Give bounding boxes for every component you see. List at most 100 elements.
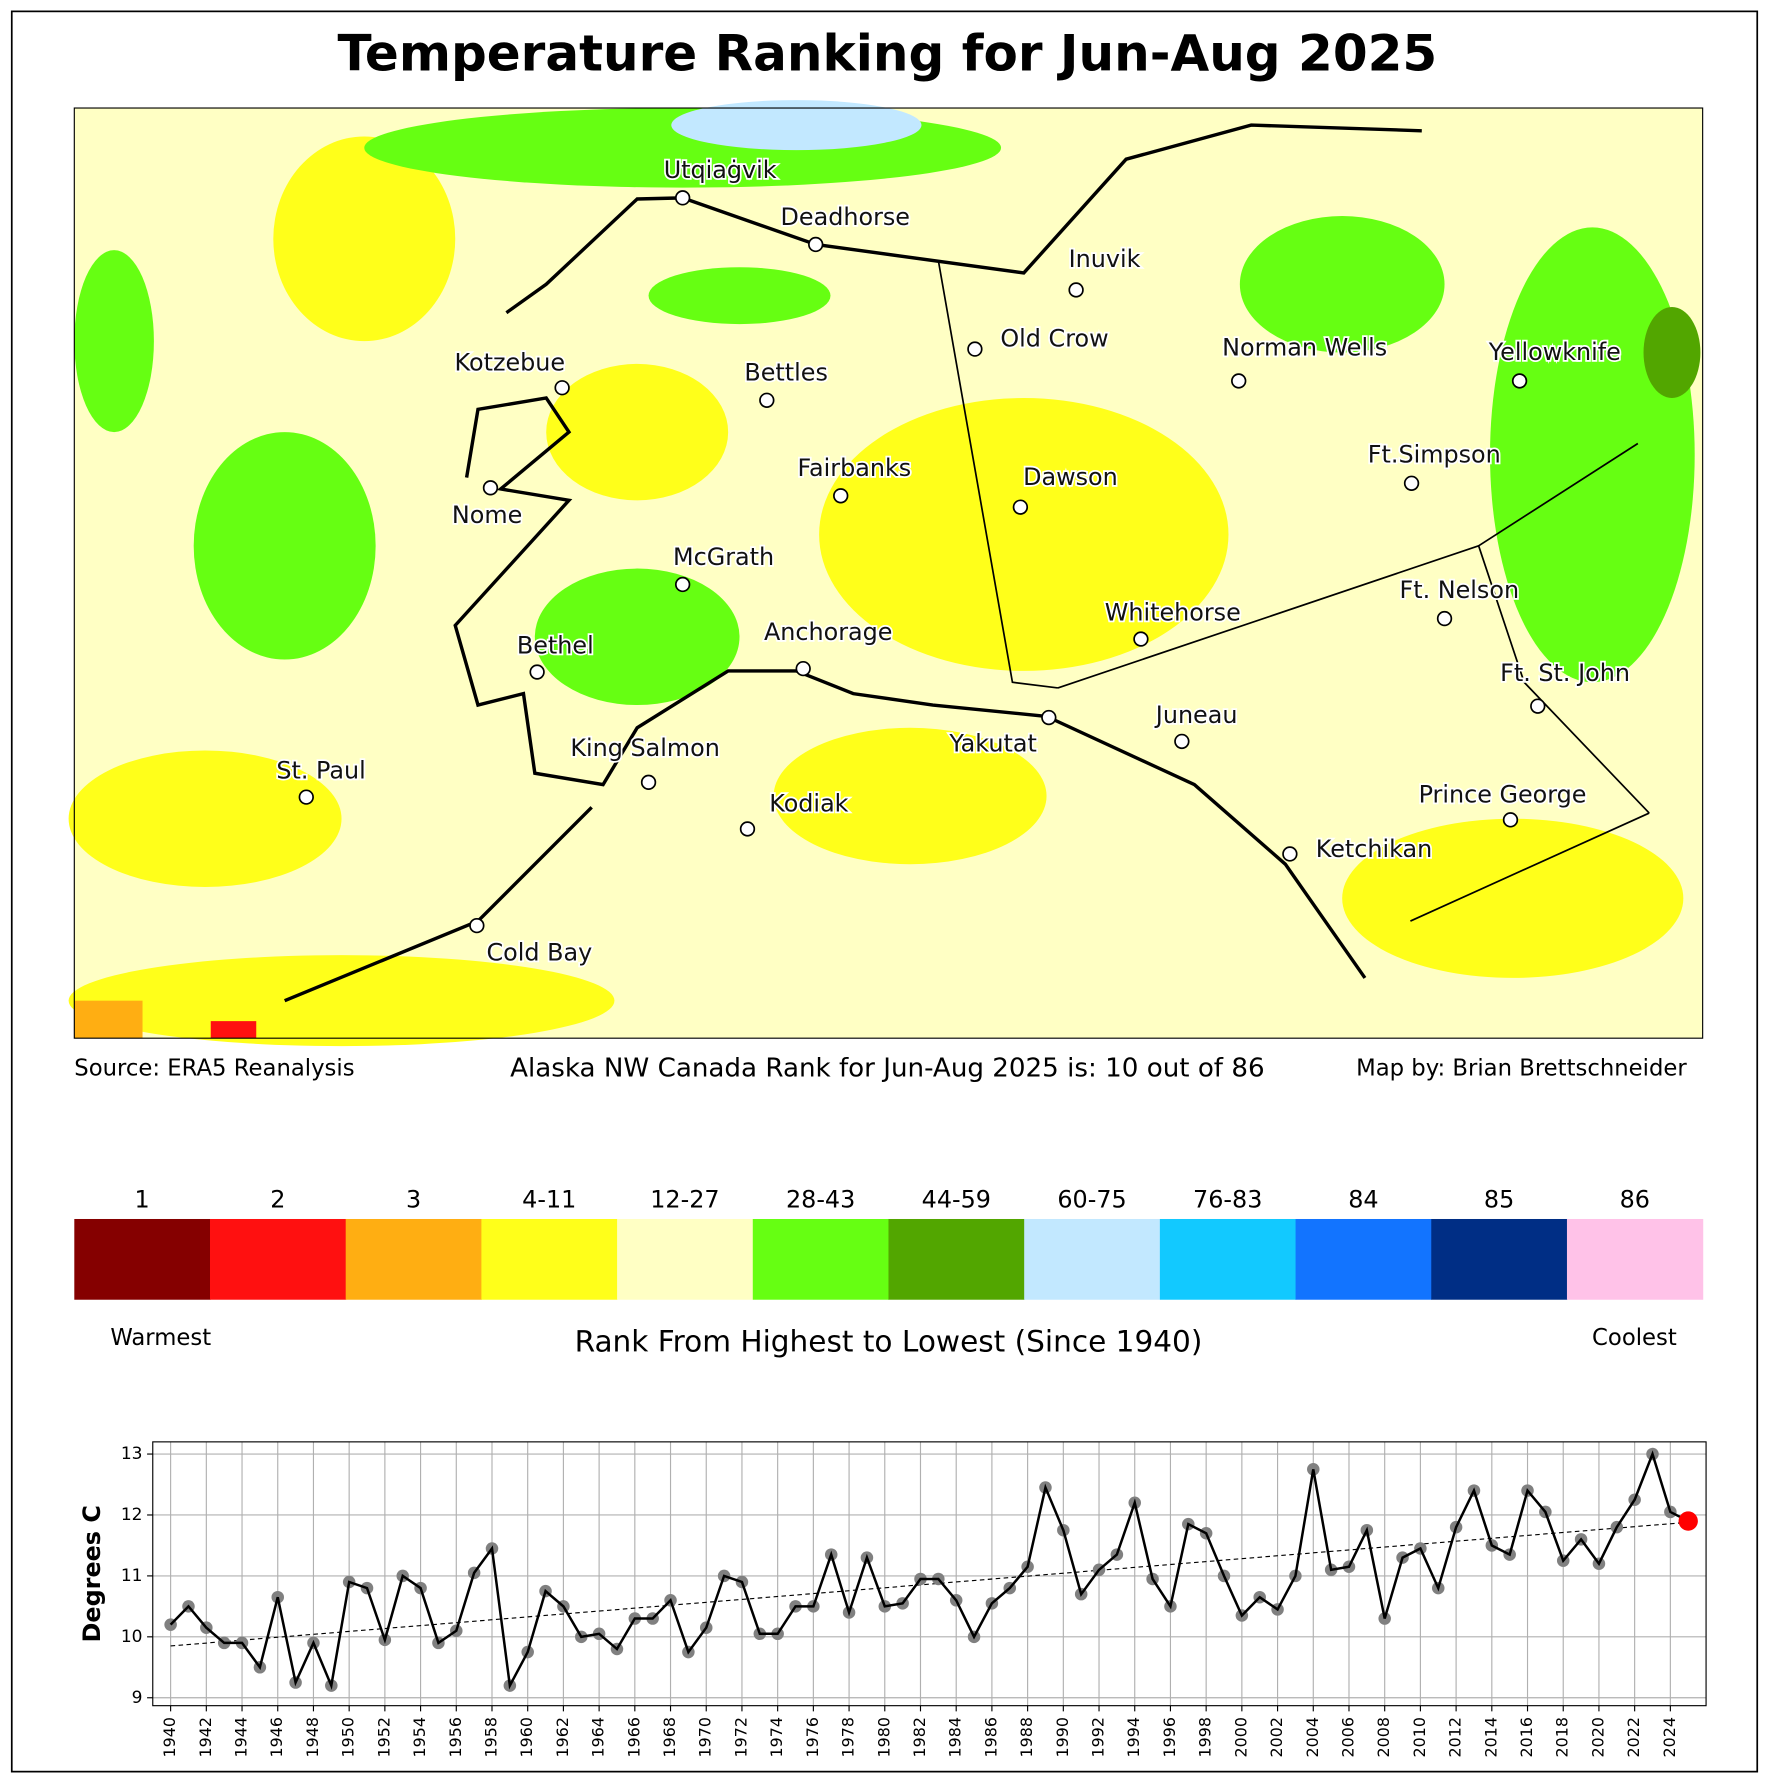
x-tick-label: 1942: [196, 1717, 215, 1757]
city-dot: [640, 774, 657, 791]
temperature-line: [169, 1450, 1689, 1691]
city-dot: [967, 341, 983, 357]
city-dot: [554, 380, 570, 396]
city-label: Dawson: [1023, 463, 1118, 491]
legend-swatch: [481, 1218, 618, 1300]
x-tick-label: 1982: [910, 1717, 929, 1757]
y-axis-label: Degrees C: [78, 1505, 106, 1642]
x-tick-label: 1940: [160, 1717, 179, 1757]
city-label: Juneau: [1154, 701, 1238, 729]
x-tick-label: 1984: [946, 1717, 965, 1757]
city-dot: [833, 488, 849, 504]
city-label: Ft. Nelson: [1400, 576, 1520, 604]
x-tick-label: 1986: [981, 1717, 1000, 1757]
x-tick-label: 1960: [517, 1717, 536, 1757]
author: Map by: Brian Brettschneider: [1356, 1055, 1687, 1081]
city-dot: [759, 392, 775, 408]
x-tick-label: 1962: [553, 1717, 572, 1757]
city-dot: [1068, 282, 1084, 298]
x-tick-label: 1954: [410, 1717, 429, 1757]
y-tick-label: 12: [121, 1505, 143, 1525]
city-dot: [1133, 631, 1149, 647]
highlight-point: [1678, 1511, 1698, 1531]
x-tick-label: 1974: [767, 1717, 786, 1757]
city-dot: [1403, 475, 1420, 491]
city-label: Prince George: [1419, 780, 1587, 808]
y-tick-label: 11: [121, 1566, 143, 1586]
city-dot: [1282, 846, 1298, 862]
city-dot: [1511, 373, 1528, 389]
legend-label: 1: [135, 1185, 150, 1213]
x-tick-label: 1996: [1160, 1717, 1179, 1757]
city-dot: [1231, 373, 1247, 389]
x-tick-label: 1980: [874, 1717, 893, 1757]
city-label: Bethel: [517, 632, 594, 660]
rank-text: Alaska NW Canada Rank for Jun-Aug 2025 i…: [510, 1053, 1265, 1083]
city-label: Utqiaġvik: [664, 156, 777, 184]
legend-swatch: [617, 1218, 754, 1300]
legend-swatch: [74, 1218, 211, 1300]
city-dot: [674, 576, 691, 593]
city-dot: [808, 236, 824, 253]
y-tick-label: 13: [121, 1444, 143, 1464]
city-label: Anchorage: [764, 618, 893, 646]
city-dot: [795, 660, 811, 677]
x-tick-label: 1994: [1124, 1717, 1143, 1757]
x-tick-label: 2022: [1624, 1717, 1643, 1757]
city-dot: [482, 480, 499, 496]
x-tick-label: 1946: [267, 1717, 286, 1757]
ice: [671, 100, 922, 151]
city-dot: [1012, 499, 1029, 515]
city-dot: [674, 190, 691, 206]
legend: 1 2 3 4-11 12-27 28-43 44-59 60-75 76-83 84 85 86: [74, 1185, 1704, 1300]
legend-swatch: [209, 1218, 347, 1300]
x-tick-label: 2004: [1303, 1717, 1322, 1757]
legend-label: 28-43: [786, 1185, 855, 1213]
city-label: Kotzebue: [455, 348, 566, 376]
x-tick-label: 1944: [232, 1717, 251, 1757]
legend-caption: Rank From Highest to Lowest (Since 1940): [575, 1324, 1203, 1358]
city-label: Whitehorse: [1105, 599, 1241, 627]
x-tick-label: 1990: [1053, 1717, 1072, 1757]
city-dot: [469, 917, 485, 934]
city-dot: [1174, 733, 1190, 750]
city-label: King Salmon: [570, 734, 719, 762]
legend-swatch: [1024, 1218, 1161, 1300]
city-dot: [1530, 698, 1546, 714]
y-tick-label: 9: [132, 1688, 143, 1708]
cool-areas: [74, 108, 1695, 706]
city-label: Yellowknife: [1488, 338, 1621, 366]
hot-area: [74, 1000, 143, 1039]
borders: [937, 261, 1650, 922]
x-tick-label: 1950: [339, 1717, 358, 1757]
x-tick-label: 1998: [1196, 1717, 1215, 1757]
legend-label: 85: [1484, 1185, 1514, 1213]
legend-label: 86: [1620, 1185, 1650, 1213]
x-tick-label: 1988: [1017, 1717, 1036, 1757]
x-tick-label: 1970: [696, 1717, 715, 1757]
city-label: Old Crow: [1000, 324, 1108, 352]
x-tick-label: 1956: [446, 1717, 465, 1757]
city-dot: [529, 664, 545, 680]
x-tick-label: 2016: [1517, 1717, 1536, 1757]
city-label: Yakutat: [948, 729, 1036, 757]
x-tick-label: 2020: [1588, 1717, 1607, 1757]
cool-area: [1643, 307, 1701, 398]
city-label: Norman Wells: [1222, 334, 1387, 362]
x-tick-label: 1964: [589, 1717, 608, 1757]
city-label: Ft.Simpson: [1368, 440, 1501, 468]
legend-swatch: [1431, 1218, 1568, 1300]
city-label: Ketchikan: [1316, 835, 1433, 863]
x-tick-label: 2008: [1374, 1717, 1393, 1757]
legend-warmest: Warmest: [110, 1325, 211, 1351]
city-dot: [739, 821, 756, 837]
legend-coolest: Coolest: [1592, 1325, 1677, 1351]
legend-label: 84: [1348, 1185, 1378, 1213]
legend-swatch: [345, 1218, 482, 1300]
x-tick-label: 1958: [481, 1717, 500, 1757]
legend-swatch: [1159, 1218, 1297, 1300]
x-tick-label: 1972: [731, 1717, 750, 1757]
source: Source: ERA5 Reanalysis: [74, 1055, 354, 1081]
